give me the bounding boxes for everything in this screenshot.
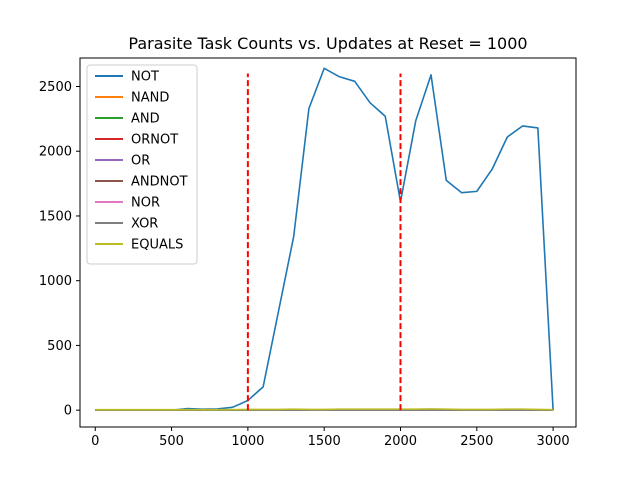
legend-label-xor: XOR	[131, 217, 158, 232]
series-line-equals	[95, 408, 554, 411]
x-tick-label: 3000	[537, 434, 570, 449]
y-axis: 0 500 1000 1500 2000 2500	[39, 80, 80, 419]
x-tick-label: 2000	[384, 434, 417, 449]
legend: NOT NAND AND ORNOT OR ANDNOT NOR XOR EQUALS	[86, 64, 198, 265]
legend-label-and: AND	[131, 112, 160, 127]
legend-label-nor: NOR	[131, 196, 160, 211]
x-tick-label: 500	[159, 434, 184, 449]
reset-markers	[246, 73, 402, 411]
y-tick-label: 2000	[39, 145, 72, 160]
x-axis: 0 500 1000 1500 2000 2500 3000	[91, 427, 570, 449]
x-tick-label: 1500	[308, 434, 341, 449]
y-tick-label: 500	[47, 339, 72, 354]
plot-area	[95, 67, 554, 411]
legend-label-ornot: ORNOT	[131, 133, 178, 148]
y-tick-label: 2500	[39, 80, 72, 95]
y-tick-label: 0	[64, 404, 72, 419]
legend-box	[86, 64, 198, 265]
legend-label-not: NOT	[131, 70, 159, 85]
legend-label-nand: NAND	[131, 91, 169, 106]
legend-label-equals: EQUALS	[131, 238, 183, 253]
x-tick-label: 0	[91, 434, 99, 449]
x-tick-label: 1000	[231, 434, 264, 449]
legend-label-or: OR	[131, 154, 150, 169]
axes-frame	[79, 57, 577, 428]
y-tick-label: 1500	[39, 209, 72, 224]
chart-title: Parasite Task Counts vs. Updates at Rese…	[128, 34, 527, 53]
legend-label-andnot: ANDNOT	[131, 175, 188, 190]
y-tick-label: 1000	[39, 274, 72, 289]
x-tick-label: 2500	[460, 434, 493, 449]
